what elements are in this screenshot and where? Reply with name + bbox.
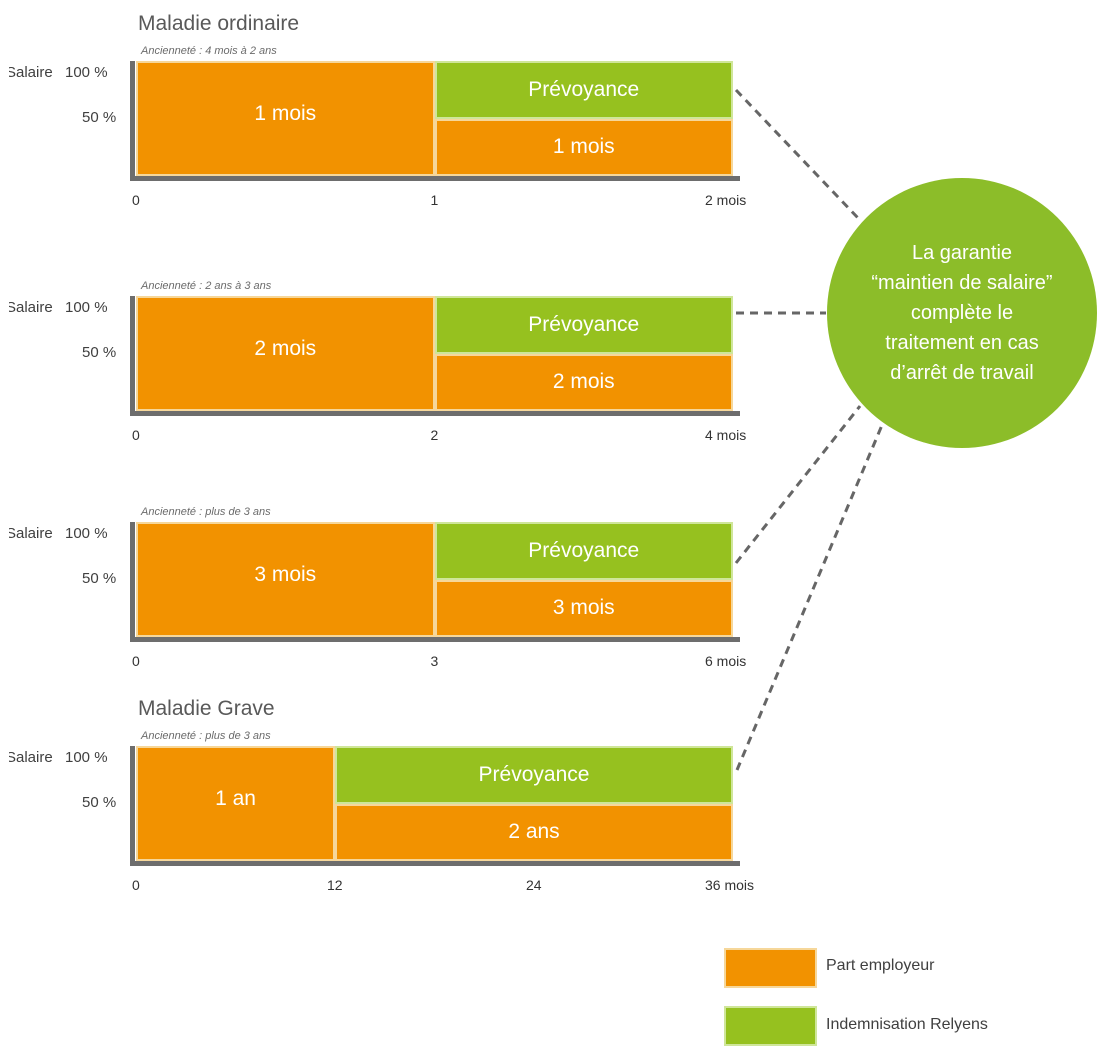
- x-axis: [130, 411, 740, 416]
- seniority-subtitle: Ancienneté : plus de 3 ans: [141, 506, 271, 518]
- seniority-subtitle: Ancienneté : 4 mois à 2 ans: [141, 45, 277, 57]
- seniority-subtitle: Ancienneté : plus de 3 ans: [141, 730, 271, 742]
- legend-swatch-employer: [724, 948, 817, 988]
- bar-label: Prévoyance: [478, 762, 590, 786]
- x-axis: [130, 637, 740, 642]
- relyens-bar: Prévoyance: [434, 522, 733, 580]
- callout-circle: La garantie “maintien de salaire” complè…: [827, 178, 1097, 448]
- y-tick-label: 50 %: [82, 570, 117, 587]
- x-axis: [130, 176, 740, 181]
- relyens-bar: Prévoyance: [434, 61, 733, 119]
- employer-bar: 2 mois: [434, 353, 733, 411]
- employer-bar: 2 ans: [335, 803, 733, 861]
- y-axis: [130, 746, 135, 866]
- dashed-connector: [734, 405, 862, 564]
- x-axis: [130, 861, 740, 866]
- bar-label: 2 mois: [254, 336, 317, 360]
- bar-label: 3 mois: [254, 562, 317, 586]
- relyens-bar: Prévoyance: [335, 746, 733, 804]
- bar-label: 2 ans: [508, 820, 560, 844]
- x-tick-label: 0: [132, 877, 140, 893]
- bar-label: Prévoyance: [528, 538, 640, 562]
- bar-label: 1 mois: [254, 101, 317, 125]
- y-tick-label: 100 %: [65, 525, 108, 542]
- dashed-connector: [734, 88, 860, 220]
- legend-swatch-relyens: [724, 1006, 817, 1046]
- legend-label-relyens: Indemnisation Relyens: [826, 1016, 988, 1033]
- seniority-subtitle: Ancienneté : 2 ans à 3 ans: [141, 280, 272, 292]
- y-tick-label: 100 %: [65, 299, 108, 316]
- chart-title: Maladie Grave: [138, 697, 275, 720]
- employer-bar: 3 mois: [136, 522, 435, 637]
- y-tick-label: 50 %: [82, 794, 117, 811]
- x-tick-label: 4 mois: [705, 427, 747, 443]
- y-axis: [130, 61, 135, 181]
- employer-bar: 2 mois: [136, 296, 435, 411]
- x-tick-label: 2 mois: [705, 192, 747, 208]
- x-tick-label: 6 mois: [705, 653, 747, 669]
- x-tick-label: 0: [132, 192, 140, 208]
- y-axis-label: Salaire: [6, 64, 53, 81]
- bar-label: 1 an: [215, 786, 256, 810]
- y-tick-label: 100 %: [65, 64, 108, 81]
- bar-label: 1 mois: [552, 135, 615, 159]
- y-tick-label: 50 %: [82, 344, 117, 361]
- y-axis-label: Salaire: [6, 299, 53, 316]
- legend-label-employer: Part employeur: [826, 957, 935, 974]
- x-tick-label: 12: [327, 877, 343, 893]
- employer-bar: 1 mois: [136, 61, 435, 176]
- y-axis-label: Salaire: [6, 525, 53, 542]
- relyens-bar: Prévoyance: [434, 296, 733, 354]
- bar-label: 3 mois: [552, 596, 615, 620]
- x-tick-label: 24: [526, 877, 542, 893]
- y-axis: [130, 296, 135, 416]
- chart-title: Maladie ordinaire: [138, 12, 300, 35]
- callout-text: La garantie “maintien de salaire” complè…: [871, 242, 1053, 384]
- y-tick-label: 50 %: [82, 109, 117, 126]
- bar-label: Prévoyance: [528, 312, 640, 336]
- employer-bar: 1 mois: [434, 118, 733, 176]
- y-tick-label: 100 %: [65, 749, 108, 766]
- x-tick-label: 1: [430, 192, 439, 208]
- x-tick-label: 0: [132, 427, 140, 443]
- x-tick-label: 2: [430, 427, 439, 443]
- y-axis-label: Salaire: [6, 749, 53, 766]
- dashed-connector: [735, 417, 887, 771]
- employer-bar: 3 mois: [434, 579, 733, 637]
- x-tick-label: 3: [430, 653, 439, 669]
- y-axis: [130, 522, 135, 642]
- x-tick-label: 0: [132, 653, 140, 669]
- bar-label: 2 mois: [552, 370, 615, 394]
- bar-label: Prévoyance: [528, 77, 640, 101]
- x-tick-label: 36 mois: [705, 877, 755, 893]
- employer-bar: 1 an: [136, 746, 335, 861]
